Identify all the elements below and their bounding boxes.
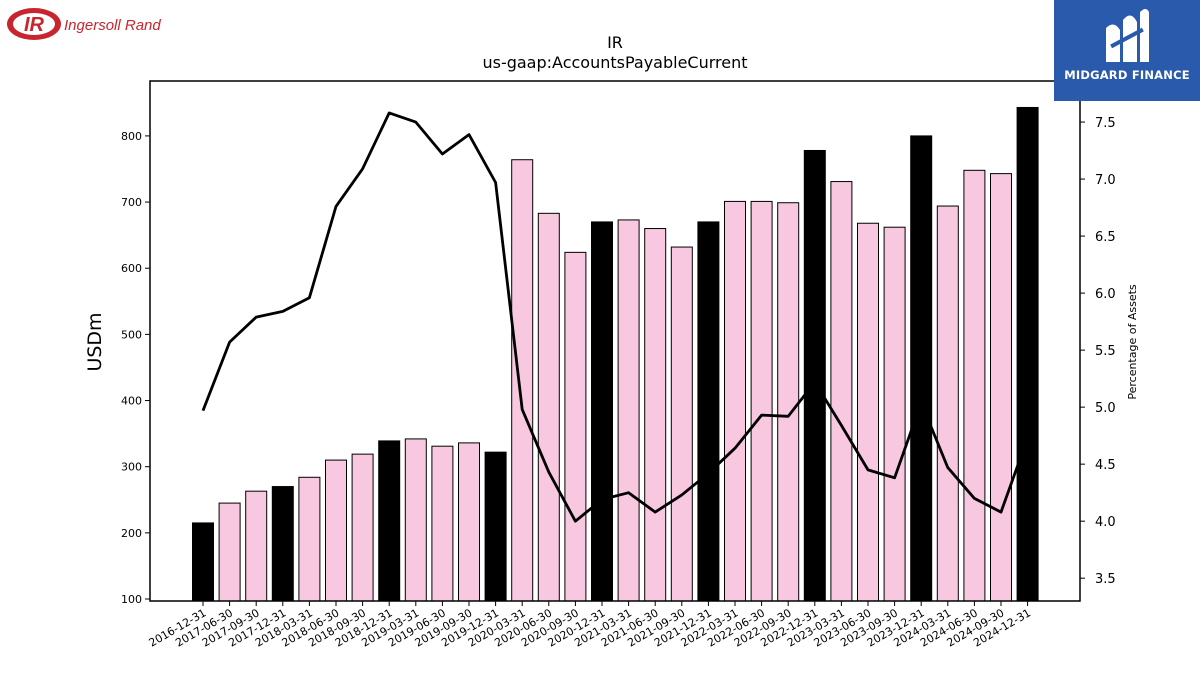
brand-name: Ingersoll Rand [64,17,161,34]
plot-frame [149,80,1081,602]
bar [963,169,986,602]
bar [1016,106,1039,602]
bar [990,173,1012,602]
bars-group [192,106,1039,602]
y-tick-label: 200 [121,527,142,540]
bar [431,445,454,602]
bar [511,159,534,602]
midgard-m-icon [1106,9,1149,63]
bar [245,490,268,602]
chart-title: IR [607,33,623,52]
bar [724,200,746,602]
midgard-finance-logo: MIDGARD FINANCE [1054,0,1200,101]
bar [404,438,427,602]
y2-tick-label: 7.5 [1095,116,1116,131]
y-tick-label: 500 [121,328,142,341]
bar [458,442,480,602]
bar [670,246,693,602]
bar [271,486,294,602]
svg-text:IR: IR [24,14,45,36]
bar [192,522,214,602]
y-tick-label: 800 [121,130,142,143]
bar [830,181,853,602]
bar [378,440,401,602]
bar [883,226,906,602]
bar [591,221,613,602]
bar [750,200,773,602]
bar [298,476,321,602]
y2-tick-label: 4.5 [1095,458,1116,473]
y-tick-label: 600 [121,262,142,275]
bar [936,205,959,602]
y2-tick-label: 7.0 [1095,173,1116,188]
bar [617,219,640,602]
bar [803,149,826,602]
y2-axis-label: Percentage of Assets [1126,284,1139,400]
percentage-line [201,111,1029,523]
bar [777,202,800,602]
y-tick-label: 100 [121,593,142,606]
y2-tick-label: 4.0 [1095,515,1116,530]
y2-tick-label: 3.5 [1095,572,1116,587]
midgard-finance-name: MIDGARD FINANCE [1064,68,1190,82]
bar [697,221,720,602]
bar [857,222,879,602]
y-tick-label: 300 [121,461,142,474]
chart-subtitle: us-gaap:AccountsPayableCurrent [482,53,747,72]
bar [484,451,507,602]
y2-tick-label: 6.0 [1095,287,1116,302]
y2-tick-label: 6.5 [1095,230,1116,245]
y-tick-label: 400 [121,395,142,408]
ir-logo-icon: IR [7,8,61,40]
bar [325,459,347,602]
y2-tick-label: 5.0 [1095,401,1116,416]
bar [351,453,374,602]
line-group [201,111,1029,523]
y-axis-label: USDm [84,312,106,371]
bar [564,251,587,602]
bar [644,228,667,602]
bar [910,135,933,602]
bar [218,502,241,602]
bar [537,212,560,602]
y-tick-label: 700 [121,196,142,209]
ingersoll-rand-logo: IR Ingersoll Rand [6,6,176,44]
y2-tick-label: 5.5 [1095,344,1116,359]
